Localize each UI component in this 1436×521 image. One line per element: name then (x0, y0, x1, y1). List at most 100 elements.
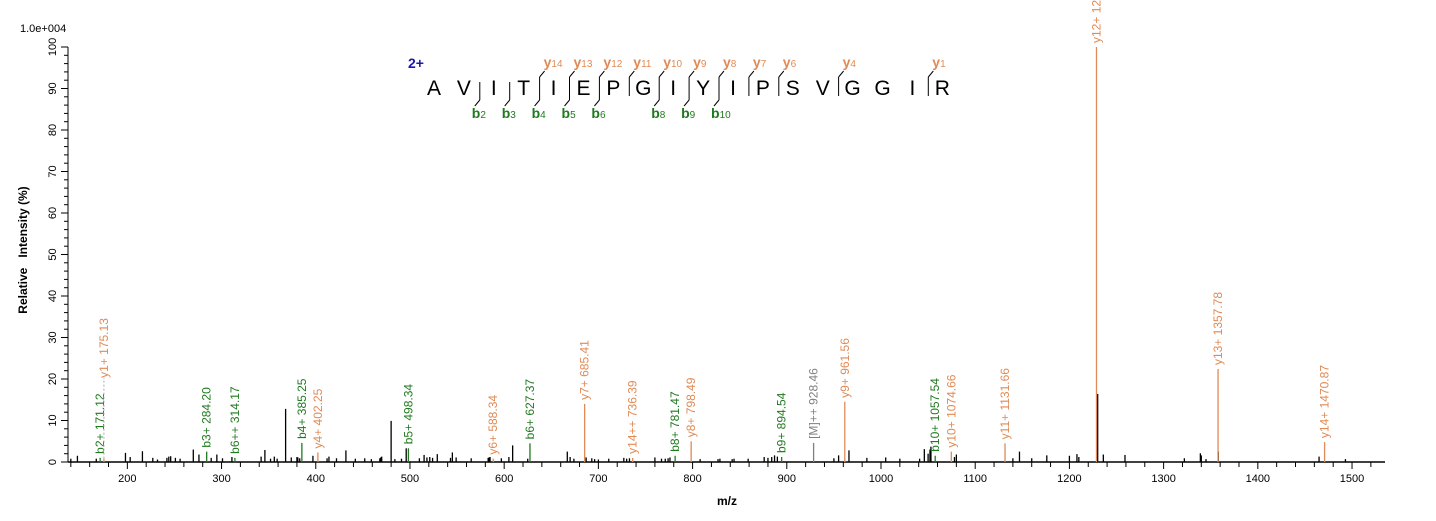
x-tick-label: 1400 (1246, 473, 1270, 485)
peak-label: b6++ 314.17 (228, 386, 242, 454)
residue: G (635, 77, 651, 100)
b-break-tick (594, 99, 600, 107)
x-tick-label: 300 (212, 473, 230, 485)
residue: I (670, 77, 676, 100)
x-tick-label: 900 (778, 473, 796, 485)
y-tick-label: 50 (47, 248, 59, 260)
residue: P (756, 77, 770, 100)
y-ion-index: 1 (940, 59, 946, 70)
b-break-tick (683, 99, 690, 107)
b-break-tick (474, 99, 481, 107)
peak-label: y8+ 798.49 (684, 377, 698, 437)
b-ion-label: b8 (651, 105, 666, 121)
y-ion-label: y9 (693, 54, 707, 70)
peak-label: y14+ 1470.87 (1318, 365, 1332, 438)
peak-label: y12+ 1228.73 (1089, 0, 1103, 43)
y-break-tick (718, 70, 725, 78)
b-break-tick (504, 99, 511, 107)
residue: I (909, 77, 915, 100)
y-tick-label: 100 (47, 38, 59, 56)
b-ion-index: 10 (720, 110, 732, 121)
residue: T (517, 77, 530, 100)
y-tick-label: 60 (47, 207, 59, 219)
peak-label: b6+ 627.37 (523, 379, 537, 440)
peak-label: y1+ 175.13 (97, 318, 111, 378)
x-tick-label: 500 (401, 473, 419, 485)
peak-label: b9+ 894.54 (775, 392, 789, 453)
residue: S (786, 77, 800, 100)
peak-label: b4+ 385.25 (295, 378, 309, 439)
axes: 200 300 400 500 600 700 800 900 1000 1100 1200 1300… (47, 38, 1385, 485)
peak-label: y7+ 685.41 (578, 340, 592, 400)
y-ion-index: 13 (581, 59, 593, 70)
y-tick-label: 40 (47, 290, 59, 302)
y-break-tick (838, 70, 844, 78)
b-ion-index: 3 (510, 110, 516, 121)
b-break-tick (713, 99, 720, 107)
y-ion-label: y14 (544, 54, 563, 70)
y-ion-label: y10 (663, 54, 682, 70)
y-tick-label: 20 (47, 373, 59, 385)
peak-label: y13+ 1357.78 (1211, 292, 1225, 365)
x-tick-label: 1000 (869, 473, 893, 485)
b-break-tick (534, 99, 540, 107)
y-break-tick (569, 70, 575, 78)
residue: E (576, 77, 590, 100)
peak-label: y14++ 736.39 (626, 380, 640, 454)
y-ion-index: 12 (611, 59, 623, 70)
y-break-tick (748, 70, 755, 78)
y-tick-label: 70 (47, 165, 59, 177)
peak-label: b8+ 781.47 (668, 391, 682, 452)
x-tick-label: 200 (118, 473, 136, 485)
b-ion-label: b2 (472, 105, 487, 121)
x-tick-label: 600 (495, 473, 513, 485)
residue: R (935, 77, 950, 100)
y-break-tick (658, 70, 665, 78)
peak-label: y9+ 961.56 (838, 338, 852, 398)
b-break-tick (564, 99, 570, 107)
residue: I (551, 77, 557, 100)
y-tick-label: 80 (47, 124, 59, 136)
b-ion-label: b6 (591, 105, 606, 121)
peak-label: b10+ 1057.54 (928, 378, 942, 452)
b-ion-index: 8 (660, 110, 666, 121)
peak-label: b3+ 284.20 (200, 387, 214, 448)
charge-state: 2+ (408, 55, 424, 71)
x-tick-label: 800 (683, 473, 701, 485)
y-ion-index: 8 (731, 59, 737, 70)
intensity-scale-label: 1.0e+004 (20, 23, 66, 35)
b-ion-index: 9 (690, 110, 696, 121)
b-ion-label: b9 (681, 105, 696, 121)
y-ion-label: y6 (783, 54, 797, 70)
y-ion-label: y12 (603, 54, 622, 70)
b-ion-label: b4 (532, 105, 547, 121)
y-ion-index: 9 (701, 59, 707, 70)
b-ion-label: b5 (562, 105, 577, 121)
residue: G (874, 77, 890, 100)
y-break-tick (539, 70, 545, 78)
y-break-tick (778, 70, 785, 78)
y-ion-index: 10 (671, 59, 683, 70)
peaks: b2+ 171.12 y1+ 175.13 b3+ 284.20 b6++ 314.1… (70, 0, 1347, 462)
y-break-tick (927, 70, 934, 78)
y-ion-label: y11 (633, 54, 652, 70)
b-ion-index: 4 (540, 110, 546, 121)
b-break-tick (653, 99, 660, 107)
y-ion-index: 11 (641, 59, 652, 70)
peak-label: b5+ 498.34 (401, 384, 415, 445)
y-axis-title: Relative Intensity (%) (16, 186, 30, 313)
y-tick-label: 10 (47, 414, 59, 426)
y-ion-label: y7 (753, 54, 767, 70)
peak-label: y6+ 588.34 (486, 395, 500, 455)
peak-label: y10+ 1074.66 (944, 374, 958, 447)
residue: I (730, 77, 736, 100)
y-ion-label: y13 (574, 54, 593, 70)
residue: I (491, 77, 497, 100)
residue: Y (696, 77, 710, 100)
peak-label: y11+ 1131.66 (998, 368, 1012, 440)
residue: A (427, 77, 441, 100)
y-ion-index: 14 (551, 59, 563, 70)
y-ion-index: 6 (791, 59, 797, 70)
residue: V (816, 77, 830, 100)
